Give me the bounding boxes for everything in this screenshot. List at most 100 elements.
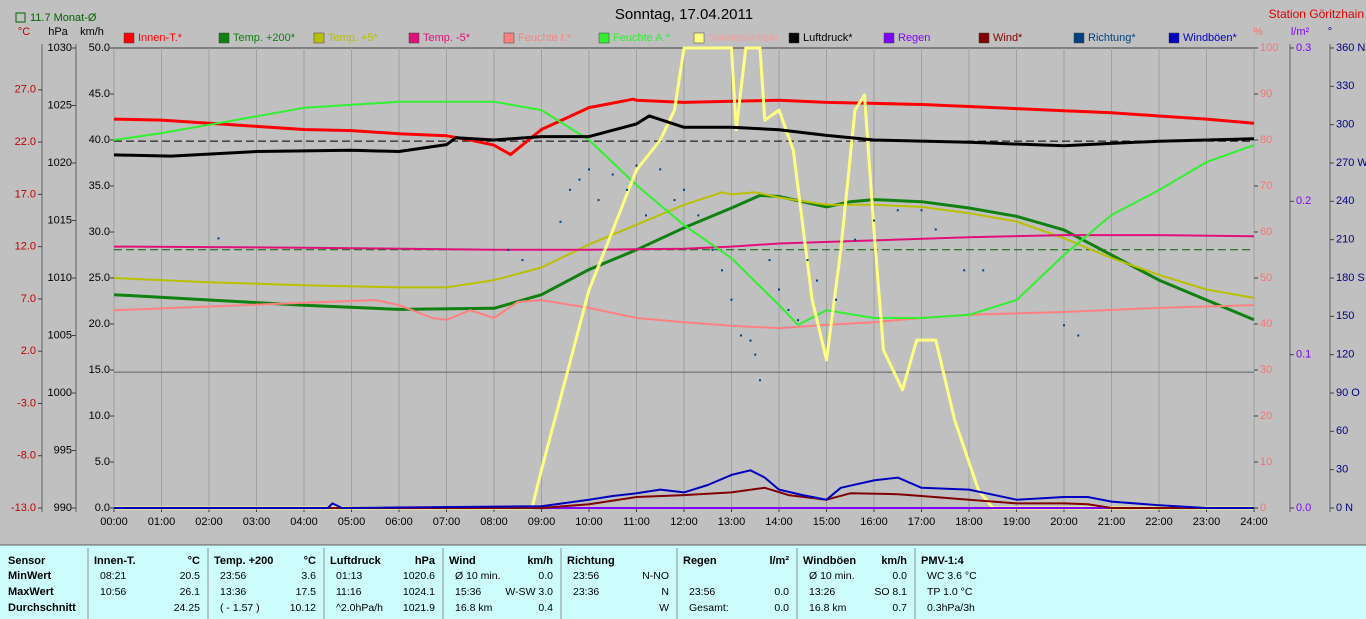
row-label: Durchschnitt xyxy=(8,602,76,614)
y-tick-label: 50 xyxy=(1260,272,1272,284)
y-tick-label: 1025 xyxy=(48,99,72,111)
x-tick-label: 00:00 xyxy=(100,516,128,528)
axis-title: km/h xyxy=(80,26,104,38)
x-tick-label: 17:00 xyxy=(908,516,936,528)
data-point xyxy=(578,178,581,181)
y-tick-label: 80 xyxy=(1260,134,1272,146)
y-tick-label: -13.0 xyxy=(11,502,36,514)
x-tick-label: 11:00 xyxy=(623,516,650,528)
y-tick-label: 27.0 xyxy=(15,84,36,96)
y-tick-label: 20.0 xyxy=(89,318,110,330)
data-point xyxy=(934,228,937,231)
data-point xyxy=(721,269,723,272)
cell-left: 01:13 xyxy=(336,570,362,582)
data-point xyxy=(588,168,590,171)
y-tick-label: 17.0 xyxy=(15,188,36,200)
data-point xyxy=(749,339,752,342)
axis-title: °C xyxy=(18,26,30,38)
y-tick-label: 0.3 xyxy=(1296,42,1311,54)
cell-right: N xyxy=(661,586,669,598)
legend-swatch xyxy=(123,32,135,44)
y-tick-label: 210 xyxy=(1336,234,1354,246)
legend-swatch xyxy=(883,32,895,44)
y-tick-label: 70 xyxy=(1260,180,1272,192)
data-point xyxy=(896,209,899,212)
cell-right: 10.12 xyxy=(290,602,316,614)
y-tick-label: 20 xyxy=(1260,410,1272,422)
legend-label: Wind* xyxy=(993,32,1023,44)
x-tick-label: 24:00 xyxy=(1240,516,1268,528)
data-point xyxy=(730,298,733,301)
data-point xyxy=(768,259,771,262)
x-tick-label: 18:00 xyxy=(955,516,983,528)
column-title: Windböen xyxy=(803,555,856,567)
axis-title: hPa xyxy=(48,26,68,38)
legend-swatch xyxy=(1168,32,1180,44)
data-line xyxy=(113,100,1255,326)
y-tick-label: 90 xyxy=(1260,88,1272,100)
data-line xyxy=(113,234,1255,251)
y-tick-label: 360 N xyxy=(1336,42,1365,54)
y-tick-label: 30.0 xyxy=(89,226,110,238)
cell-left: ( - 1.57 ) xyxy=(220,602,260,614)
x-tick-label: 09:00 xyxy=(528,516,556,528)
cell-left: 23:56 xyxy=(220,570,246,582)
y-tick-label: 270 W xyxy=(1336,157,1366,169)
x-tick-label: 13:00 xyxy=(718,516,746,528)
data-point xyxy=(806,259,809,262)
axis-title: l/m² xyxy=(1291,26,1310,38)
cell-right: 0.0 xyxy=(538,570,553,582)
legend-label: Feuchte A.* xyxy=(613,32,671,44)
x-tick-label: 15:00 xyxy=(813,516,841,528)
cell-right: W-SW 3.0 xyxy=(505,586,553,598)
y-tick-label: 10.0 xyxy=(89,410,110,422)
column-unit: km/h xyxy=(881,555,907,567)
column-unit: °C xyxy=(304,555,316,567)
data-point xyxy=(754,353,757,356)
data-line xyxy=(114,469,1254,509)
y-tick-label: 90 O xyxy=(1336,387,1360,399)
legend-swatch xyxy=(978,32,990,44)
cell-right: 3.6 xyxy=(301,570,316,582)
data-point xyxy=(635,164,638,167)
legend-label: Windböen* xyxy=(1183,32,1238,44)
legend-label: Innen-T.* xyxy=(138,32,183,44)
y-tick-label: 60 xyxy=(1336,425,1348,437)
cell-left: ^2.0hPa/h xyxy=(336,602,383,614)
cell-right: 0.0 xyxy=(774,602,789,614)
data-point xyxy=(507,248,510,251)
cell-left: WC 3.6 °C xyxy=(927,570,977,582)
cell-right: W xyxy=(659,602,669,614)
cell-left: 08:21 xyxy=(100,570,126,582)
data-point xyxy=(778,288,780,291)
y-tick-label: 1010 xyxy=(48,272,72,284)
data-point xyxy=(673,199,676,202)
data-point xyxy=(816,279,818,282)
column-title: Innen-T. xyxy=(94,555,136,567)
axis-title: % xyxy=(1253,26,1263,38)
y-tick-label: 0 xyxy=(1260,502,1266,514)
column-title: PMV-1:4 xyxy=(921,555,965,567)
station-name: Station Göritzhain xyxy=(1269,7,1364,21)
cell-left: 16.8 km xyxy=(809,602,847,614)
x-tick-label: 14:00 xyxy=(765,516,793,528)
x-tick-label: 02:00 xyxy=(195,516,223,528)
y-tick-label: 150 xyxy=(1336,310,1354,322)
y-tick-label: 22.0 xyxy=(15,136,36,148)
legend-swatch xyxy=(408,32,420,44)
y-tick-label: 0.0 xyxy=(1296,502,1311,514)
legend-swatch xyxy=(693,32,705,44)
data-point xyxy=(569,188,571,191)
cell-left: Gesamt: xyxy=(689,602,729,614)
cell-left: 23:36 xyxy=(573,586,599,598)
y-tick-label: 995 xyxy=(54,444,72,456)
cell-left: 10:56 xyxy=(100,586,126,598)
x-tick-label: 05:00 xyxy=(338,516,366,528)
legend-label: Temp. -5* xyxy=(423,32,471,44)
column-unit: °C xyxy=(188,555,200,567)
y-tick-label: 300 xyxy=(1336,119,1354,131)
y-tick-label: 0.2 xyxy=(1296,195,1311,207)
y-tick-label: 120 xyxy=(1336,349,1354,361)
